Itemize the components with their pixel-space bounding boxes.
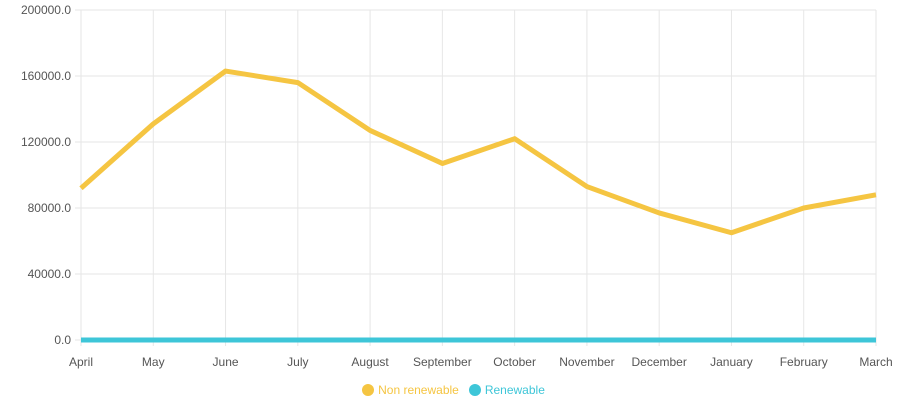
- x-tick-label: August: [351, 355, 389, 369]
- x-tick-label: November: [559, 355, 614, 369]
- chart-plot: 0.0 40000.0 80000.0 120000.0 160000.0 200000.…: [21, 3, 893, 369]
- series-line-non-renewable: [79, 68, 877, 236]
- x-tick-label: February: [780, 355, 828, 369]
- x-tick-label: May: [142, 355, 165, 369]
- y-tick-label: 120000.0: [21, 135, 71, 149]
- legend-item-renewable[interactable]: Renewable: [468, 383, 545, 397]
- y-tick-label: 160000.0: [21, 69, 71, 83]
- x-tick-label: March: [859, 355, 892, 369]
- x-tick-label: January: [710, 355, 753, 369]
- legend-swatch-non-renewable: [362, 384, 375, 396]
- x-tick-label: April: [69, 355, 93, 369]
- y-tick-label: 200000.0: [21, 3, 71, 17]
- y-tick-label: 0.0: [54, 333, 71, 347]
- legend-label-non-renewable: Non renewable: [378, 383, 459, 397]
- x-tick-label: December: [632, 355, 687, 369]
- x-tick-label: June: [213, 355, 239, 369]
- legend-label-renewable: Renewable: [484, 383, 545, 397]
- legend-swatch-renewable: [468, 384, 481, 396]
- y-tick-label: 40000.0: [28, 267, 72, 281]
- x-tick-label: October: [493, 355, 536, 369]
- y-tick-label: 80000.0: [28, 201, 72, 215]
- chart-legend: Non renewable Renewable: [0, 380, 907, 400]
- x-tick-label: September: [413, 355, 472, 369]
- legend-item-non-renewable[interactable]: Non renewable: [362, 383, 459, 397]
- x-tick-label: July: [287, 355, 308, 369]
